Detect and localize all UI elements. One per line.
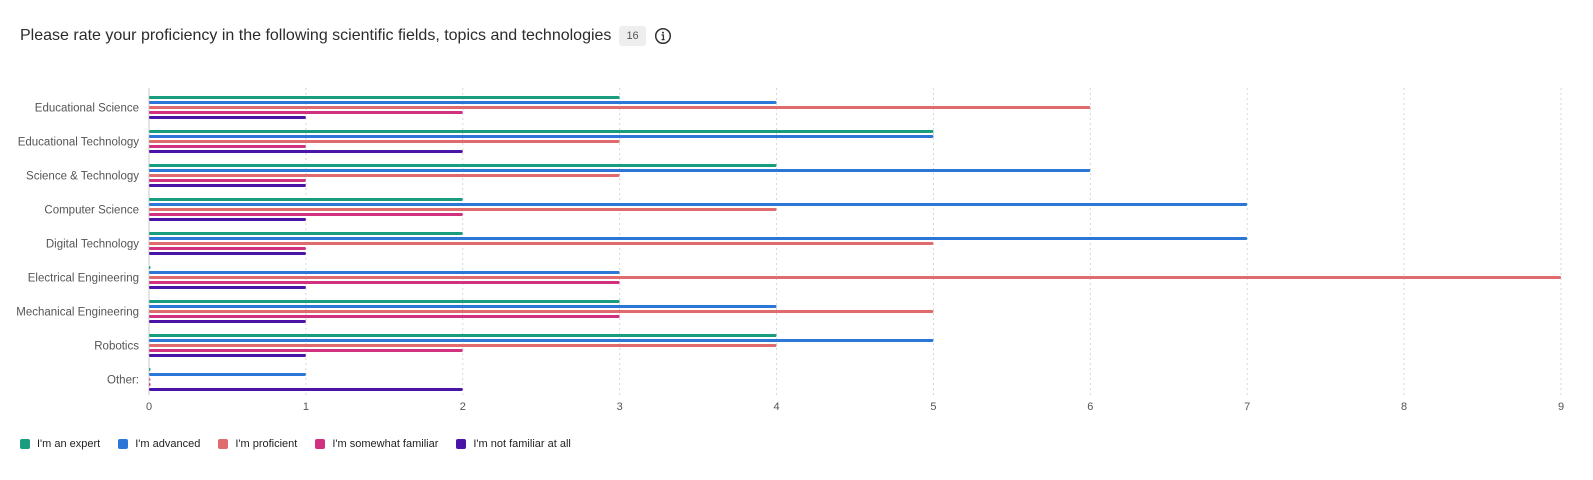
chart-title: Please rate your proficiency in the foll… (20, 27, 612, 44)
bar[interactable] (149, 334, 777, 337)
bar[interactable] (149, 150, 463, 153)
x-tick-label: 3 (617, 401, 623, 413)
x-tick-label: 6 (1087, 401, 1093, 413)
bar[interactable] (149, 378, 151, 381)
bar[interactable] (149, 130, 934, 133)
legend-label: I'm advanced (135, 438, 201, 450)
x-tick-label: 8 (1401, 401, 1407, 413)
bar[interactable] (149, 237, 1248, 240)
bar[interactable] (149, 135, 934, 138)
legend-label: I'm an expert (37, 438, 101, 450)
bar[interactable] (149, 198, 463, 201)
legend-label: I'm not familiar at all (473, 438, 571, 450)
legend-label: I'm proficient (235, 438, 298, 450)
category-label: Computer Science (44, 205, 139, 217)
bar[interactable] (149, 164, 777, 167)
category-labels: Educational Science Educational Technolog… (16, 103, 139, 387)
bar[interactable] (149, 383, 151, 386)
bar[interactable] (149, 179, 306, 182)
bars (149, 96, 1561, 391)
x-tick-label: 9 (1558, 401, 1564, 413)
legend-item[interactable]: I'm somewhat familiar (315, 438, 438, 450)
bar[interactable] (149, 213, 463, 216)
bar[interactable] (149, 320, 306, 323)
category-label: Robotics (94, 341, 139, 353)
x-tick-label: 2 (460, 401, 466, 413)
bar[interactable] (149, 116, 306, 119)
bar[interactable] (149, 310, 934, 313)
bar[interactable] (149, 271, 620, 274)
category-label: Science & Technology (26, 171, 139, 183)
category-label: Mechanical Engineering (16, 307, 139, 319)
bar[interactable] (149, 140, 620, 143)
x-tick-labels: 0 1 2 3 4 5 6 7 8 9 (146, 401, 1564, 413)
x-tick-label: 0 (146, 401, 152, 413)
legend-swatch (315, 439, 326, 449)
bar[interactable] (149, 174, 620, 177)
x-tick-label: 4 (773, 401, 779, 413)
legend-item[interactable]: I'm an expert (20, 438, 100, 450)
legend-item[interactable]: I'm advanced (118, 438, 200, 450)
bar[interactable] (149, 145, 306, 148)
bar[interactable] (149, 368, 151, 371)
x-tick-label: 7 (1244, 401, 1250, 413)
bar[interactable] (149, 276, 1561, 279)
bar-chart: Educational Science Educational Technolog… (16, 88, 1564, 413)
bar[interactable] (149, 252, 306, 255)
bar[interactable] (149, 203, 1248, 206)
category-label: Educational Technology (18, 137, 140, 149)
legend-swatch (118, 439, 129, 449)
chart-header: Please rate your proficiency in the foll… (20, 26, 672, 46)
legend-swatch (218, 439, 229, 449)
bar[interactable] (149, 111, 463, 114)
bar[interactable] (149, 315, 620, 318)
bar[interactable] (149, 344, 777, 347)
bar[interactable] (149, 281, 620, 284)
bar[interactable] (149, 339, 934, 342)
bar[interactable] (149, 247, 306, 250)
bar[interactable] (149, 305, 777, 308)
legend-item[interactable]: I'm not familiar at all (456, 438, 571, 450)
legend-swatch (20, 439, 30, 449)
legend-label: I'm somewhat familiar (332, 438, 439, 450)
bar[interactable] (149, 266, 151, 269)
bar[interactable] (149, 373, 306, 376)
info-icon[interactable] (654, 27, 672, 45)
category-label: Educational Science (35, 103, 139, 115)
bar[interactable] (149, 208, 777, 211)
bar[interactable] (149, 101, 777, 104)
bar[interactable] (149, 184, 306, 187)
category-label: Other: (107, 375, 139, 387)
legend-item[interactable]: I'm proficient (218, 438, 297, 450)
bar[interactable] (149, 232, 463, 235)
category-label: Digital Technology (46, 239, 139, 251)
legend-swatch (456, 439, 467, 449)
bar[interactable] (149, 388, 463, 391)
response-count-badge: 16 (619, 26, 646, 46)
bar[interactable] (149, 106, 1091, 109)
bar[interactable] (149, 354, 306, 357)
bar[interactable] (149, 218, 306, 221)
legend: I'm an expert I'm advanced I'm proficient I… (20, 438, 571, 450)
x-tick-label: 1 (303, 401, 309, 413)
x-tick-label: 5 (930, 401, 936, 413)
bar[interactable] (149, 349, 463, 352)
bar[interactable] (149, 286, 306, 289)
bar[interactable] (149, 242, 934, 245)
grid-lines (148, 88, 1562, 395)
bar[interactable] (149, 169, 1091, 172)
category-label: Electrical Engineering (28, 273, 139, 285)
bar[interactable] (149, 300, 620, 303)
bar[interactable] (149, 96, 620, 99)
